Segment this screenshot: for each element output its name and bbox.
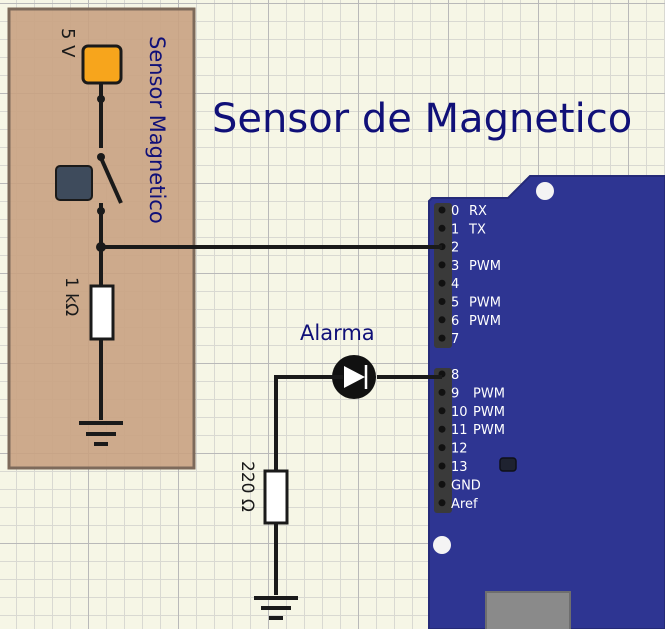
led-13 [499,457,517,472]
usb-connector [485,591,571,629]
pin-number-label: 5 [451,296,459,311]
switch-contact-bottom [97,207,105,215]
pin-number-label: 0 [451,204,459,219]
header-pin-13 [438,462,446,470]
pin-number-label: 11 [451,423,468,438]
sensor-box-label: Sensor Magnetico [145,36,169,224]
pin-function-label: PWM [469,259,501,274]
header-pin-12 [438,444,446,452]
header-pin-3 [438,261,446,269]
header-pins [438,206,446,507]
pin-function-label: PWM [469,314,501,329]
header-pin-11 [438,425,446,433]
pin-function-label: TX [468,222,486,237]
resistor-1k [89,284,115,341]
pin-number-label: 8 [451,368,459,383]
switch-blade [99,157,123,204]
alarm-led [330,355,376,399]
pin-number-label: 9 [451,386,459,401]
alarm-label: Alarma [300,321,375,345]
supply-label: 5 V [57,28,78,58]
arduino-board [428,175,665,629]
mounting-hole-bottom [433,536,451,554]
pin-number-label: Aref [451,497,478,512]
pin-number-label: 4 [451,277,459,292]
pin-number-label: 6 [451,314,459,329]
junction-node [96,242,106,252]
resistor-1k-label: 1 kΩ [61,277,81,316]
pin-number-label: 12 [451,442,468,457]
pin-function-label: PWM [473,386,505,401]
ground-symbol-1 [79,421,123,446]
header-strip-digital [434,203,452,348]
wire-led-to-resistor [274,375,332,471]
reed-switch-button [55,165,93,201]
resistor-220-label: 220 Ω [237,461,257,512]
pin-labels: 0 RX 1 TX 2 3 PWM 4 5 PWM 6 PWM 7 8 9 PWM 10 PWM 11 PWM 12 13… [451,204,505,512]
header-pin-gnd [438,480,446,488]
supply-5v-terminal [81,44,123,85]
pin-function-label: RX [469,204,487,219]
pin-number-label: 1 [451,222,459,237]
pin-number-label: 13 [451,460,468,475]
diagram-title: Sensor de Magnetico [212,96,632,142]
header-pin-aref [438,499,446,507]
header-pin-6 [438,316,446,324]
header-pin-4 [438,279,446,287]
header-pin-5 [438,298,446,305]
mounting-hole-top [536,182,554,200]
pin-number-label: GND [451,478,481,493]
header-strip-lower [434,368,452,513]
pin-number-label: 7 [451,332,459,347]
pin-function-label: PWM [469,296,501,311]
header-pin-1 [438,224,446,232]
ground-symbol-2 [254,596,298,620]
pin-function-label: PWM [473,405,505,420]
pin-function-label: PWM [473,423,505,438]
pin-number-label: 10 [451,405,468,420]
header-pin-10 [438,407,446,415]
header-pin-9 [438,388,446,396]
pin-number-label: 2 [451,241,459,256]
pin-number-label: 3 [451,259,459,274]
header-pin-7 [438,334,446,342]
header-pin-0 [438,206,446,214]
resistor-220 [263,469,289,525]
supply-node [97,95,105,103]
